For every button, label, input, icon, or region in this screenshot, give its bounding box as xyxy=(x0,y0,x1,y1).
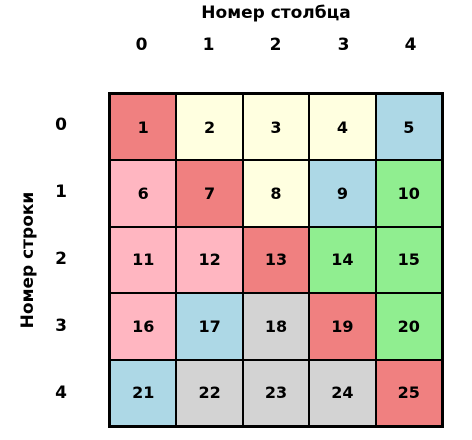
cell-r0-c4: 5 xyxy=(375,94,442,161)
cell-r3-c2: 18 xyxy=(242,293,310,360)
cell-r3-c0: 16 xyxy=(110,293,177,360)
cell-r3-c1: 17 xyxy=(176,293,243,360)
row-label-0: 0 xyxy=(55,115,67,135)
cell-r2-c0: 11 xyxy=(110,226,177,294)
cell-r1-c1: 7 xyxy=(176,160,243,227)
cell-r1-c4: 10 xyxy=(375,160,442,227)
cell-r2-c3: 14 xyxy=(309,226,376,294)
cell-r1-c3: 9 xyxy=(309,160,376,227)
cell-r1-c0: 6 xyxy=(110,160,177,227)
cell-r0-c1: 2 xyxy=(176,94,243,161)
row-axis-title-text: Номер строки xyxy=(18,191,38,329)
cell-r0-c0: 1 xyxy=(110,94,177,161)
column-label-4: 4 xyxy=(404,35,417,55)
cell-r3-c3: 19 xyxy=(309,293,376,360)
row-label-1: 1 xyxy=(55,182,67,202)
column-label-3: 3 xyxy=(337,35,350,55)
cell-r2-c2: 13 xyxy=(242,226,310,294)
row-label-2: 2 xyxy=(55,249,67,269)
cell-r2-c1: 12 xyxy=(176,226,243,294)
cell-r1-c2: 8 xyxy=(242,160,310,227)
column-axis-title: Номер столбца xyxy=(201,3,351,23)
cell-r3-c4: 20 xyxy=(375,293,442,360)
cell-r4-c4: 25 xyxy=(375,359,442,426)
matrix-grid: 1 2 3 4 5 6 7 8 9 10 11 12 13 14 15 16 1… xyxy=(108,92,444,428)
cell-r2-c4: 15 xyxy=(375,226,442,294)
column-label-0: 0 xyxy=(135,35,148,55)
cell-r0-c3: 4 xyxy=(309,94,376,161)
row-label-3: 3 xyxy=(55,316,67,336)
row-label-4: 4 xyxy=(55,383,67,403)
column-label-1: 1 xyxy=(202,35,215,55)
cell-r4-c1: 22 xyxy=(176,359,243,426)
cell-r0-c2: 3 xyxy=(242,94,310,161)
column-label-2: 2 xyxy=(269,35,282,55)
cell-r4-c2: 23 xyxy=(242,359,310,426)
cell-r4-c0: 21 xyxy=(110,359,177,426)
cell-r4-c3: 24 xyxy=(309,359,376,426)
